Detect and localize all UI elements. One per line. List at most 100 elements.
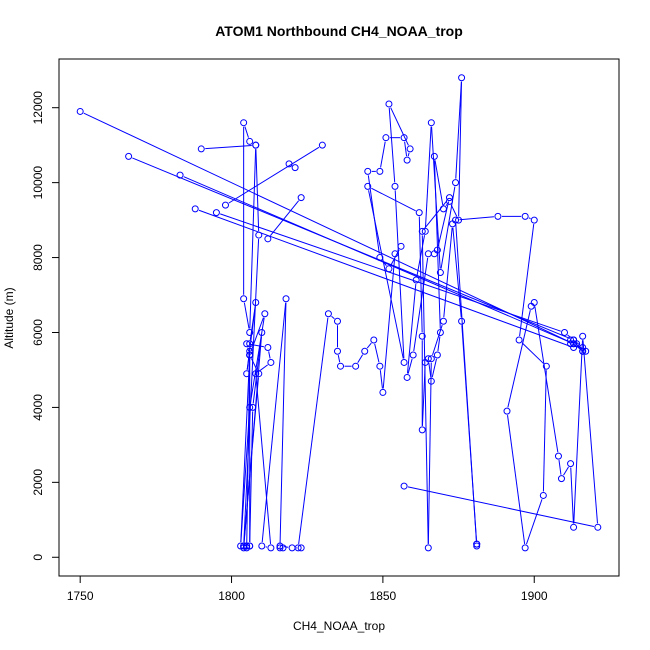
series-segment [379,370,383,389]
series-segment [437,336,441,352]
data-point [267,544,275,552]
series-segment [258,364,268,372]
series-segment [458,81,463,217]
data-point [285,160,293,168]
data-point [458,74,466,82]
data-point [297,544,305,552]
data-point [530,299,538,307]
series-segment [244,126,249,138]
series-segment [582,340,598,524]
series-segment [382,257,396,389]
data-point [212,209,220,217]
data-point [385,100,393,108]
series-segment [243,302,250,329]
series-segment [374,343,380,363]
data-point [503,407,511,415]
data-point [439,205,447,213]
x-tick-label: 1900 [521,589,548,603]
data-point [594,523,602,531]
series-segment [427,362,432,544]
data-point [255,370,263,378]
data-point [364,167,372,175]
data-point [579,343,587,351]
data-point [376,167,384,175]
series-segment [525,499,543,545]
data-point [521,544,529,552]
series-segment [455,224,477,543]
data-point [397,242,405,250]
series-segment [445,204,448,207]
data-point [246,351,254,359]
series-segment [519,224,535,337]
data-point [418,227,426,235]
series-segment [455,81,462,179]
data-point [430,152,438,160]
data-point [246,403,254,411]
data-point [452,216,460,224]
series-segment [421,235,429,544]
series-segment [337,355,341,363]
data-point [282,295,290,303]
data-point [418,332,426,340]
data-point [76,107,84,115]
data-point [427,355,435,363]
data-point [400,482,408,490]
data-point [176,171,184,179]
data-point [333,347,341,355]
data-point [433,351,441,359]
series-segment [443,227,453,318]
series-segment [428,362,432,378]
data-point [567,340,575,348]
data-point [561,328,569,336]
data-point [382,134,390,142]
x-tick-label: 1800 [218,589,245,603]
series-segment [331,315,335,320]
data-point [243,340,251,348]
data-point [421,227,429,235]
y-tick-label: 8000 [31,244,45,271]
data-point [249,403,257,411]
series-segment [83,112,571,343]
series-segment [298,317,329,544]
data-point [370,336,378,344]
data-point [427,377,435,385]
series-segment [542,370,547,492]
data-point [385,265,393,273]
data-point [252,299,260,307]
data-point [197,145,205,153]
series-segment [450,204,458,217]
data-point [542,362,550,370]
data-point [294,544,302,552]
data-point [557,475,565,483]
data-point [409,351,417,359]
data-point [276,542,284,550]
data-point [579,332,587,340]
y-tick-label: 10000 [31,166,45,200]
series-segment [404,141,408,157]
series-segment [246,358,251,544]
y-tick-label: 0 [31,554,45,561]
data-point [400,134,408,142]
chart-title: ATOM1 Northbound CH4_NOAA_trop [215,23,463,39]
data-point [376,362,384,370]
series-segment [240,411,250,543]
series-lines [83,81,598,549]
series-segment [507,415,526,545]
data-point [436,328,444,336]
data-point [424,355,432,363]
y-tick-label: 12000 [31,91,45,125]
data-point [255,231,263,239]
data-point [337,362,345,370]
series-segment [394,190,405,359]
series-segment [406,283,417,374]
series-segment [357,354,364,364]
data-point [379,388,387,396]
x-tick-label: 1850 [370,589,397,603]
data-point [400,358,408,366]
series-segment [459,216,494,221]
series-segment [413,257,429,352]
series-segment [269,200,300,237]
data-point [427,119,435,127]
data-point [237,542,245,550]
